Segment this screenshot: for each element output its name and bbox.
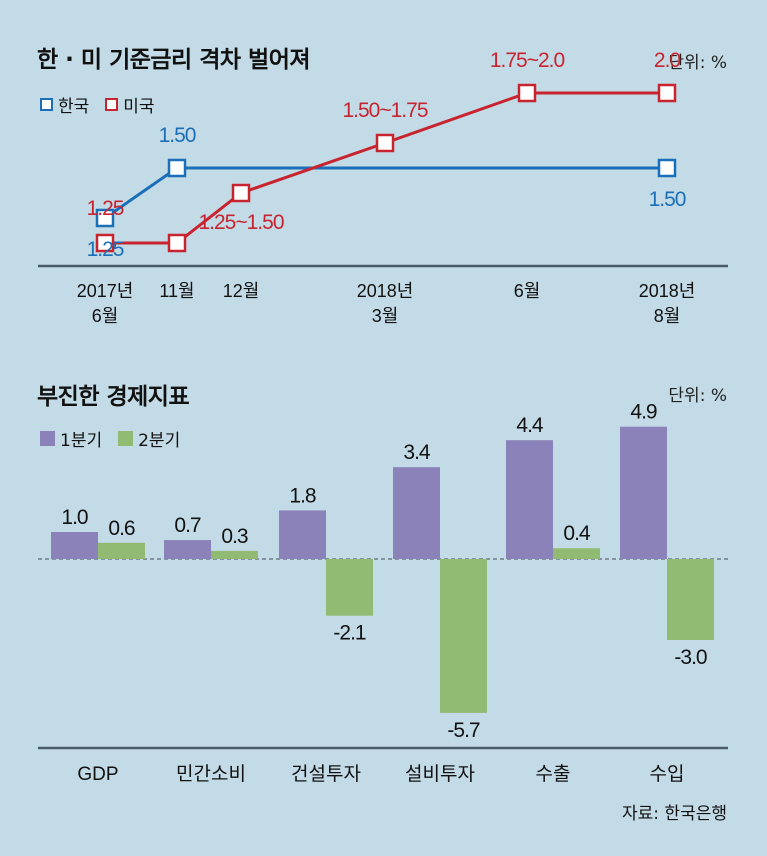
series-line-1 [105, 91, 667, 245]
data-label: 2.0 [654, 49, 681, 72]
category-label: 수출 [536, 763, 571, 785]
chart1-legend: 한국 미국 [40, 92, 171, 117]
series-marker [657, 158, 677, 178]
chart2-legend: 1분기 2분기 [40, 426, 196, 451]
chart1-title: 한 · 미 기준금리 격차 벌어져 [37, 47, 311, 73]
data-label: 1.50 [159, 124, 196, 147]
legend-swatch-q1 [40, 431, 55, 446]
bar-value-label: 3.4 [403, 441, 431, 464]
series-marker [231, 183, 251, 203]
x-tick-label: 12월 [223, 281, 260, 301]
x-tick-label: 6월 [514, 281, 541, 301]
legend-label-q2: 2분기 [138, 431, 181, 451]
bar-q1 [164, 540, 211, 559]
legend-label-korea: 한국 [58, 97, 90, 117]
bar-q2 [98, 542, 145, 559]
bar-value-label: -5.7 [447, 719, 480, 742]
rate-line-chart: 2017년 6월 11월 12월 2018년 3월 6월 2018년 8월 1.25 1.50 1.5… [38, 49, 728, 326]
legend-swatch-usa [105, 98, 119, 111]
data-label: 1.25~1.50 [198, 211, 283, 234]
bar-value-label: -3.0 [674, 646, 707, 669]
bar-value-label: 1.8 [289, 484, 316, 507]
chart2-title: 부진한 경제지표 [37, 384, 190, 410]
bar-q2 [211, 550, 258, 559]
x-tick-label: 2018년 3월 [357, 281, 414, 326]
bar-value-label: 0.6 [108, 517, 135, 540]
series-marker [517, 83, 537, 103]
bar-q2 [553, 548, 600, 559]
chart2-unit: 단위: % [668, 386, 727, 406]
bar-q1 [393, 467, 440, 559]
source-note: 자료: 한국은행 [622, 804, 727, 824]
bar-value-label: 0.7 [174, 514, 201, 537]
bar-q2 [667, 559, 714, 640]
series-marker [657, 83, 677, 103]
bar-q2 [326, 559, 373, 616]
bar-q1 [51, 532, 98, 559]
category-label: GDP [77, 764, 118, 785]
category-label: 설비투자 [405, 763, 475, 785]
x-tick-label: 2018년 8월 [639, 281, 696, 326]
chart1-unit: 단위: % [668, 53, 727, 73]
data-label: 1.50~1.75 [342, 99, 427, 122]
legend-item-q2: 2분기 [118, 426, 180, 451]
bar-value-label: 4.4 [516, 414, 544, 437]
series-marker [95, 233, 115, 253]
bar-q2 [440, 559, 487, 713]
category-label: 민간소비 [176, 763, 246, 785]
bar-value-label: 1.0 [61, 506, 88, 529]
legend-item-q1: 1분기 [40, 426, 102, 451]
data-label: 1.50 [649, 188, 686, 211]
data-label: 1.25 [87, 238, 124, 261]
series-marker [167, 233, 187, 253]
bar-value-label: 0.4 [563, 522, 591, 545]
legend-swatch-korea [40, 98, 53, 111]
category-label: 건설투자 [291, 763, 361, 785]
data-label: 1.25 [87, 197, 124, 220]
legend-swatch-q2 [118, 431, 134, 446]
bar-value-label: 0.3 [221, 525, 248, 548]
bar-value-label: 4.9 [630, 401, 657, 424]
bar-q1 [506, 440, 553, 559]
series-marker [167, 158, 187, 178]
series-marker [375, 133, 395, 153]
data-label: 1.75~2.0 [490, 49, 565, 72]
bar-q1 [620, 426, 667, 559]
legend-label-q1: 1분기 [60, 431, 103, 451]
legend-item-korea: 한국 [40, 92, 89, 117]
bar-q1 [279, 510, 326, 559]
series-marker [95, 208, 115, 228]
bar-value-label: -2.1 [333, 622, 366, 645]
x-tick-label: 11월 [159, 281, 194, 301]
category-label: 수입 [650, 763, 685, 785]
x-tick-label: 2017년 6월 [77, 281, 134, 326]
legend-label-usa: 미국 [123, 97, 155, 117]
legend-item-usa: 미국 [105, 92, 155, 117]
